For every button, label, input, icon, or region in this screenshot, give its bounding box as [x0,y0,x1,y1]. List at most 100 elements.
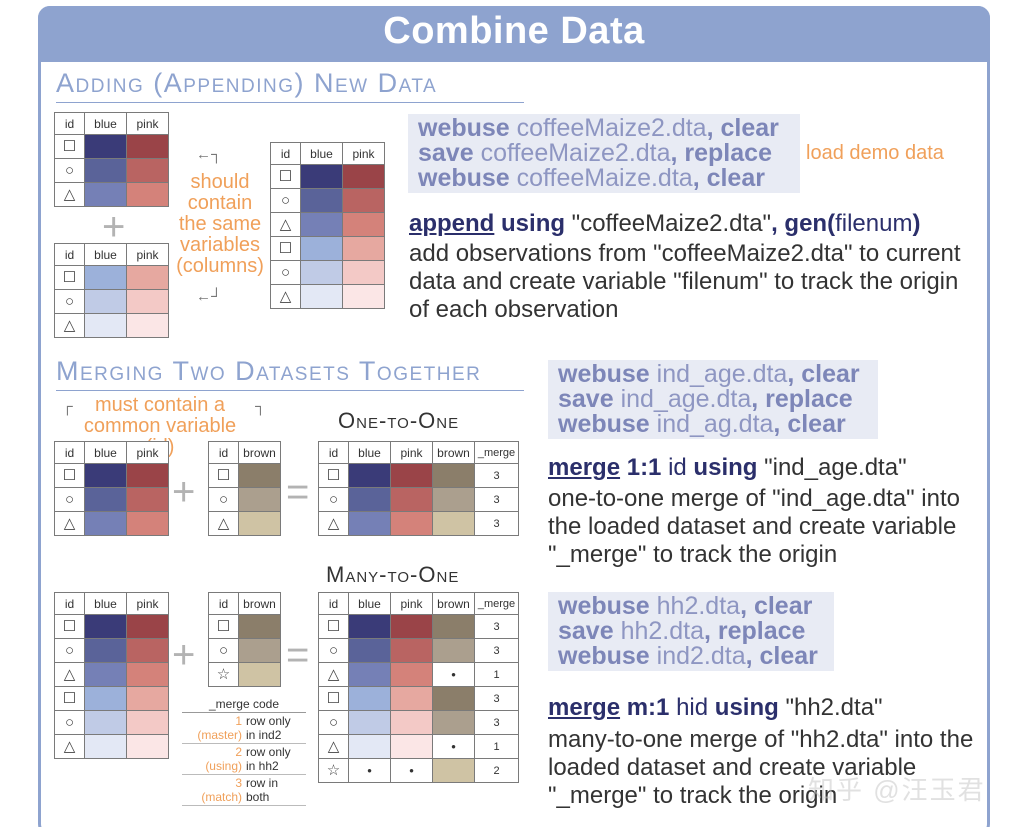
color-cell [238,463,281,488]
merge-value: 3 [474,614,519,639]
id-shape-icon: ○ [208,638,239,663]
legend-text: row only [246,745,291,759]
table-row: △ [54,313,169,338]
column-header: pink [126,243,169,266]
column-header: blue [348,441,391,464]
column-header: blue [300,142,343,165]
id-shape-icon: ○ [208,487,239,512]
table-row: ☐ [54,686,169,711]
color-cell [348,710,391,735]
column-header: _merge [474,592,519,615]
column-header: blue [84,592,127,615]
column-header: _merge [474,441,519,464]
id-shape-icon: ☐ [318,686,349,711]
color-cell [300,236,343,261]
id-shape-icon: ☐ [318,463,349,488]
column-header: blue [84,441,127,464]
code-line: save coffeeMaize2.dta, replace [418,139,772,167]
legend-row: 1 (master) row only in ind2 [182,713,306,744]
section-divider [56,390,524,391]
color-cell [84,134,127,159]
merge-code-legend: _merge code 1 (master) row only in ind2 2(… [182,696,306,806]
id-shape-icon: ☐ [54,265,85,290]
code-line: webuse coffeeMaize2.dta, clear [418,114,779,142]
color-cell [84,182,127,207]
color-cell [342,164,385,189]
column-header: brown [238,592,281,615]
table-row: ☐ 3 [318,686,519,711]
color-cell [390,638,433,663]
append-description: add observations from "coffeeMaize2.dta"… [409,240,961,323]
table-row: ○ [270,188,385,213]
column-header: pink [126,441,169,464]
bracket-right-icon: ┐ [255,398,266,415]
column-header: brown [432,592,475,615]
note-line: the same [178,213,262,235]
id-shape-icon: ○ [54,289,85,314]
table-row: ☐ [208,614,281,639]
table-row: ○ [54,638,169,663]
column-header: brown [432,441,475,464]
color-cell [126,614,169,639]
color-cell [390,710,433,735]
table-row: ○ 3 [318,710,519,735]
color-cell [390,662,433,687]
table-row: ☐ 3 [318,614,519,639]
merge-value: 3 [474,686,519,711]
merge-value: 1 [474,662,519,687]
id-shape-icon: △ [270,284,301,309]
color-cell [342,212,385,237]
column-header: pink [342,142,385,165]
page-title: Combine Data [383,10,645,52]
color-cell [342,236,385,261]
id-shape-icon: ○ [318,710,349,735]
color-cell [126,134,169,159]
table-row: ○ [54,710,169,735]
code-block-merge2: webuse hh2.dta, clear save hh2.dta, repl… [548,592,834,671]
color-cell [238,662,281,687]
section-divider [56,102,524,103]
code-line: webuse ind_age.dta, clear [558,360,860,388]
column-header: pink [126,112,169,135]
column-header: blue [84,243,127,266]
table-row: △ [270,212,385,237]
color-cell [126,662,169,687]
id-shape-icon: △ [318,734,349,759]
color-cell [390,734,433,759]
color-cell [84,289,127,314]
table-row: ☐ [54,134,169,159]
id-shape-icon: ☆ [318,758,349,783]
merge-value: 2 [474,758,519,783]
table-row: ○ [208,487,281,512]
merge2-table-result: id blue pink brown _merge ☐ 3 ○ 3 △ • 1 ☐ 3 ○ 3 △ • 1 ☆ • • 2 [318,592,519,783]
table-row: △ 3 [318,511,519,536]
id-shape-icon: △ [318,511,349,536]
color-cell [390,463,433,488]
column-header: pink [390,592,433,615]
color-cell [126,463,169,488]
load-demo-label: load demo data [806,142,944,164]
code-line: webuse coffeeMaize.dta, clear [418,164,765,192]
column-header: id [318,592,349,615]
merge2-description: many-to-one merge of "hh2.dta" into the … [548,726,974,809]
merge2-table-using: id brown ☐ ○ ☆ [208,592,281,687]
code-line: webuse hh2.dta, clear [558,592,813,620]
merge-value: 3 [474,511,519,536]
column-header: id [54,112,85,135]
merge-value: 3 [474,710,519,735]
legend-heading: _merge code [182,696,306,713]
arrow-left-icon: ←┘ [196,288,222,305]
table-row: ○ 3 [318,638,519,663]
code-line: webuse ind_ag.dta, clear [558,410,846,438]
legend-code: 3 [235,776,242,790]
equals-sign: = [286,633,310,677]
color-cell [348,463,391,488]
id-shape-icon: △ [270,212,301,237]
id-shape-icon: ○ [54,158,85,183]
color-cell [84,265,127,290]
column-header: id [54,441,85,464]
table-row: ○ [54,158,169,183]
color-cell [126,265,169,290]
merge1-description: one-to-one merge of "ind_age.dta" into t… [548,485,960,568]
table-row: ☆ • • 2 [318,758,519,783]
